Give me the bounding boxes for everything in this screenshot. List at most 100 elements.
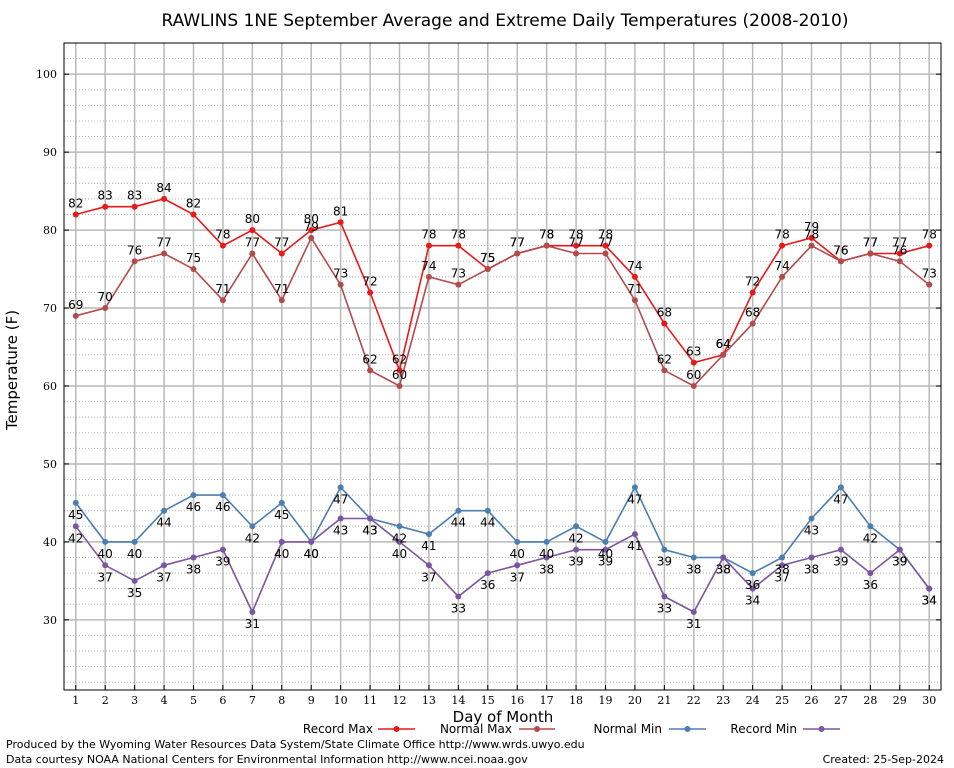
normal-min-point (102, 538, 109, 545)
normal-min-data-label: 42 (245, 531, 260, 545)
normal-min-data-label: 44 (156, 516, 171, 530)
x-tick-label: 22 (687, 694, 701, 707)
record-min-data-label: 40 (274, 547, 289, 561)
x-tick-label: 29 (893, 694, 907, 707)
record-max-point (808, 234, 815, 241)
record-min-point (308, 538, 315, 545)
record-min-point (367, 515, 374, 522)
normal-min-point (337, 484, 344, 491)
record-max-point (337, 219, 344, 226)
normal-min-data-label: 41 (421, 539, 436, 553)
record-min-data-label: 37 (421, 570, 436, 584)
record-max-point (425, 242, 432, 249)
x-tick-label: 8 (278, 694, 285, 707)
legend-marker-record-min (818, 726, 825, 732)
x-tick-label: 7 (249, 694, 256, 707)
record-max-data-label: 78 (539, 228, 554, 242)
normal-max-data-label: 77 (863, 235, 878, 249)
normal-min-point (602, 538, 609, 545)
record-min-point (102, 562, 109, 569)
series-layer (72, 195, 933, 616)
normal-max-data-label: 78 (539, 228, 554, 242)
record-min-data-label: 38 (804, 562, 819, 576)
normal-min-data-label: 42 (392, 531, 407, 545)
x-tick-label: 16 (510, 694, 524, 707)
record-min-data-label: 36 (480, 578, 495, 592)
record-min-point (837, 546, 844, 553)
record-max-point (219, 242, 226, 249)
x-tick-label: 25 (775, 694, 789, 707)
record-max-point (602, 242, 609, 249)
y-tick-label: 90 (43, 146, 57, 159)
x-tick-label: 1 (72, 694, 79, 707)
record-max-point (102, 203, 109, 210)
normal-min-point (543, 538, 550, 545)
record-max-point (190, 211, 197, 218)
y-tick-label: 30 (43, 614, 57, 627)
normal-max-point (543, 242, 550, 249)
record-max-data-label: 82 (68, 196, 83, 210)
normal-min-point (573, 523, 580, 530)
normal-max-data-label: 76 (833, 243, 848, 257)
normal-min-point (190, 492, 197, 499)
record-min-point (631, 531, 638, 538)
normal-max-point (837, 258, 844, 265)
normal-max-data-label: 60 (392, 368, 407, 382)
record-max-point (278, 250, 285, 257)
normal-min-data-label: 46 (186, 500, 201, 514)
x-tick-label: 5 (190, 694, 197, 707)
record-max-point (131, 203, 138, 210)
record-min-data-label: 38 (716, 562, 731, 576)
record-max-data-label: 80 (245, 212, 260, 226)
x-tick-label: 6 (219, 694, 226, 707)
normal-max-data-label: 62 (657, 352, 672, 366)
record-min-data-label: 39 (833, 555, 848, 569)
normal-min-data-label: 40 (127, 547, 142, 561)
normal-max-data-label: 74 (774, 259, 789, 273)
normal-min-point (425, 531, 432, 538)
x-tick-label: 11 (363, 694, 377, 707)
x-tick-label: 23 (716, 694, 730, 707)
normal-max-data-label: 68 (745, 306, 760, 320)
record-min-data-label: 37 (774, 570, 789, 584)
normal-max-point (278, 297, 285, 304)
record-min-data-label: 40 (304, 547, 319, 561)
record-max-data-label: 83 (98, 189, 113, 203)
x-tick-label: 26 (805, 694, 819, 707)
record-max-point (661, 320, 668, 327)
normal-min-data-label: 45 (68, 508, 83, 522)
x-tick-label: 9 (308, 694, 315, 707)
x-tick-label: 28 (863, 694, 877, 707)
record-max-data-label: 74 (627, 259, 642, 273)
footer-data-courtesy: Data courtesy NOAA National Centers for … (6, 753, 528, 766)
normal-min-point (72, 499, 79, 506)
record-max-data-label: 79 (804, 220, 819, 234)
normal-min-point (661, 546, 668, 553)
record-min-data-label: 33 (657, 601, 672, 615)
normal-min-point (396, 523, 403, 530)
normal-min-point (690, 554, 697, 561)
record-max-data-label: 78 (421, 228, 436, 242)
record-min-point (337, 515, 344, 522)
normal-max-point (367, 367, 374, 374)
normal-max-data-label: 71 (274, 282, 289, 296)
normal-min-data-label: 40 (304, 547, 319, 561)
normal-max-point (749, 320, 756, 327)
normal-max-data-label: 77 (598, 235, 613, 249)
legend-marker-normal-max (534, 726, 540, 732)
normal-max-point (926, 281, 933, 288)
record-max-point (749, 289, 756, 296)
normal-max-point (808, 242, 815, 249)
footer-produced-by: Produced by the Wyoming Water Resources … (6, 738, 585, 751)
normal-max-data-label: 76 (892, 243, 907, 257)
record-min-point (779, 562, 786, 569)
legend-marker-normal-min (684, 726, 691, 732)
record-max-data-label: 82 (186, 196, 201, 210)
record-min-point (720, 554, 727, 561)
record-max-data-label: 80 (304, 212, 319, 226)
record-min-point (190, 554, 197, 561)
record-max-data-label: 83 (127, 189, 142, 203)
normal-min-point (779, 554, 786, 561)
record-min-point (602, 546, 609, 553)
normal-min-data-label: 45 (274, 508, 289, 522)
